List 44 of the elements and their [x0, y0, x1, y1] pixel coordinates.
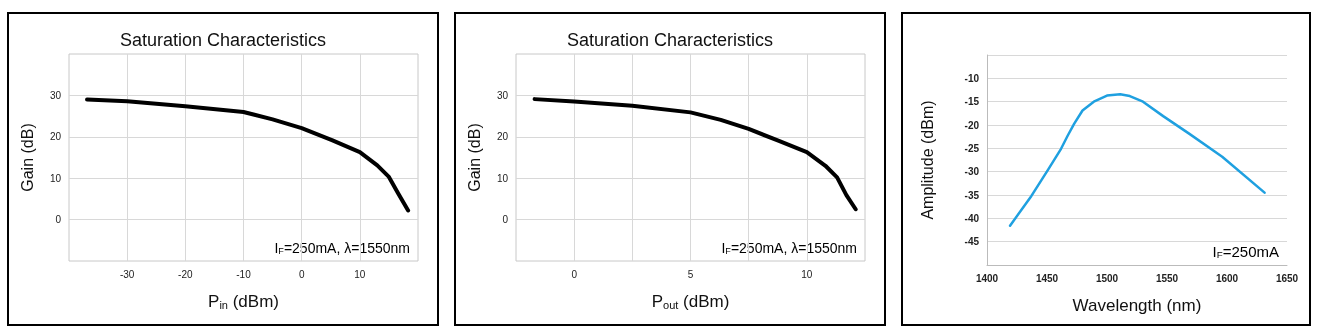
- y-tick-label: 20: [496, 131, 509, 143]
- y-tick-label: 30: [496, 89, 509, 101]
- y-tick-label: -30: [964, 166, 980, 178]
- y-tick-label: -35: [964, 189, 980, 201]
- x-tick-label: 1400: [975, 272, 999, 284]
- y-tick-label: 10: [49, 172, 62, 184]
- annotation: IF=250mA, λ=1550nm: [274, 240, 411, 256]
- y-tick-label: -10: [964, 72, 980, 84]
- y-tick-label: -45: [964, 236, 980, 248]
- y-tick-label: 30: [49, 89, 62, 101]
- x-axis-title: Pout (dBm): [651, 292, 730, 311]
- y-tick-label: 0: [502, 214, 509, 226]
- y-axis-title: Amplitude (dBm): [918, 100, 936, 220]
- line-series: [1008, 92, 1266, 228]
- annotation: IF=250mA: [1212, 242, 1280, 260]
- y-axis-title: Gain (dB): [18, 123, 36, 192]
- y-axis-title: Gain (dB): [465, 123, 483, 192]
- line-series: [532, 97, 858, 212]
- x-tick-label: 1650: [1275, 272, 1299, 284]
- x-tick-label: -10: [236, 268, 252, 280]
- line-series: [85, 97, 411, 213]
- x-axis-title: Wavelength (nm): [1072, 296, 1202, 315]
- annotation: IF=250mA, λ=1550nm: [721, 240, 858, 256]
- x-tick-label: 0: [571, 268, 578, 280]
- y-tick-label: -40: [964, 212, 980, 224]
- y-tick-label: 0: [55, 214, 62, 226]
- y-tick-label: -15: [964, 96, 980, 108]
- x-axis-title: Pin (dBm): [208, 292, 279, 311]
- y-tick-label: -20: [964, 119, 980, 131]
- y-tick-label: 10: [496, 172, 509, 184]
- x-tick-label: 10: [801, 268, 813, 280]
- x-tick-label: -20: [178, 268, 193, 280]
- x-tick-label: 10: [354, 268, 366, 280]
- x-tick-label: 1500: [1095, 272, 1119, 284]
- x-tick-label: 1600: [1215, 272, 1239, 284]
- y-tick-label: -25: [964, 142, 980, 154]
- chart-title: Saturation Characteristics: [119, 30, 327, 50]
- chart-title: Saturation Characteristics: [566, 30, 774, 50]
- x-tick-label: -30: [119, 268, 135, 280]
- x-tick-label: 1550: [1155, 272, 1179, 284]
- x-tick-label: 0: [298, 268, 305, 280]
- y-tick-label: 20: [49, 131, 62, 143]
- x-tick-label: 1450: [1035, 272, 1059, 284]
- x-tick-label: 5: [687, 268, 694, 280]
